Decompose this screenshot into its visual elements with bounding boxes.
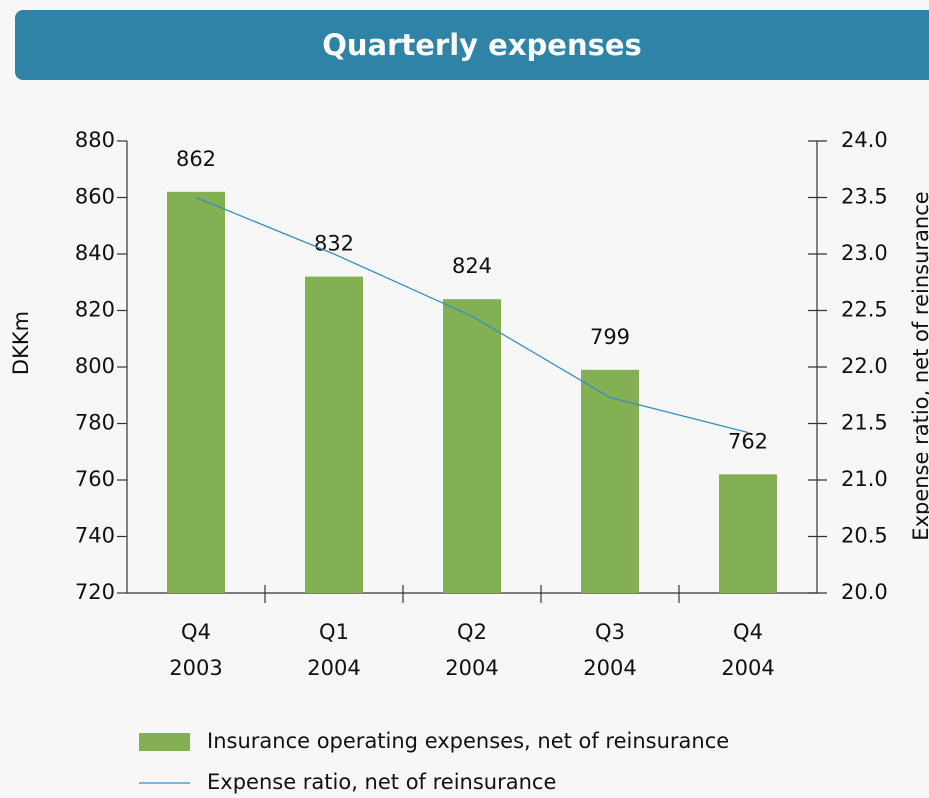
y2-tick-label: 20.0 <box>841 580 888 604</box>
y-tick-label: 760 <box>75 467 115 491</box>
line <box>195 196 749 434</box>
y2-tick-label: 23.0 <box>841 241 888 265</box>
y2-tick-label: 21.5 <box>841 411 888 435</box>
x-tick-label: 2004 <box>445 656 498 680</box>
y2-tick-label: 23.5 <box>841 185 888 209</box>
bar <box>581 369 639 593</box>
value-label: 832 <box>314 232 354 256</box>
y-tick-label: 840 <box>75 241 115 265</box>
bar <box>719 474 777 593</box>
x-tick-label: Q2 <box>457 620 487 644</box>
y2-tick-label: 21.0 <box>841 467 888 491</box>
legend-swatch <box>139 733 190 751</box>
x-tick-label: 2004 <box>721 656 774 680</box>
y2-axis-label: Expense ratio, net of reinsurance <box>909 191 929 540</box>
bar <box>305 276 363 593</box>
chart-title: Quarterly expenses <box>322 28 642 62</box>
y-tick-label: 880 <box>75 128 115 152</box>
legend-label: Insurance operating expenses, net of rei… <box>207 729 729 753</box>
x-tick-label: Q1 <box>319 620 349 644</box>
x-tick-label: Q4 <box>181 620 211 644</box>
x-tick-label: 2003 <box>169 656 222 680</box>
legend-label: Expense ratio, net of reinsurance <box>207 770 556 794</box>
x-tick-label: 2004 <box>583 656 636 680</box>
y-tick-label: 740 <box>75 524 115 548</box>
bar <box>443 299 501 593</box>
y-axis-label: DKKm <box>9 311 33 375</box>
value-label: 762 <box>728 429 768 453</box>
y-tick-label: 820 <box>75 298 115 322</box>
y2-tick-label: 22.0 <box>841 354 888 378</box>
y-tick-label: 860 <box>75 185 115 209</box>
bar <box>167 191 225 593</box>
y2-tick-label: 20.5 <box>841 524 888 548</box>
x-tick-label: Q3 <box>595 620 625 644</box>
x-tick-label: 2004 <box>307 656 360 680</box>
title-banner <box>15 10 929 80</box>
value-label: 799 <box>590 325 630 349</box>
y-tick-label: 800 <box>75 354 115 378</box>
value-label: 862 <box>176 147 216 171</box>
x-tick-label: Q4 <box>733 620 763 644</box>
y-tick-label: 780 <box>75 411 115 435</box>
y-tick-label: 720 <box>75 580 115 604</box>
y2-tick-label: 24.0 <box>841 128 888 152</box>
y2-tick-label: 22.5 <box>841 298 888 322</box>
value-label: 824 <box>452 254 492 278</box>
